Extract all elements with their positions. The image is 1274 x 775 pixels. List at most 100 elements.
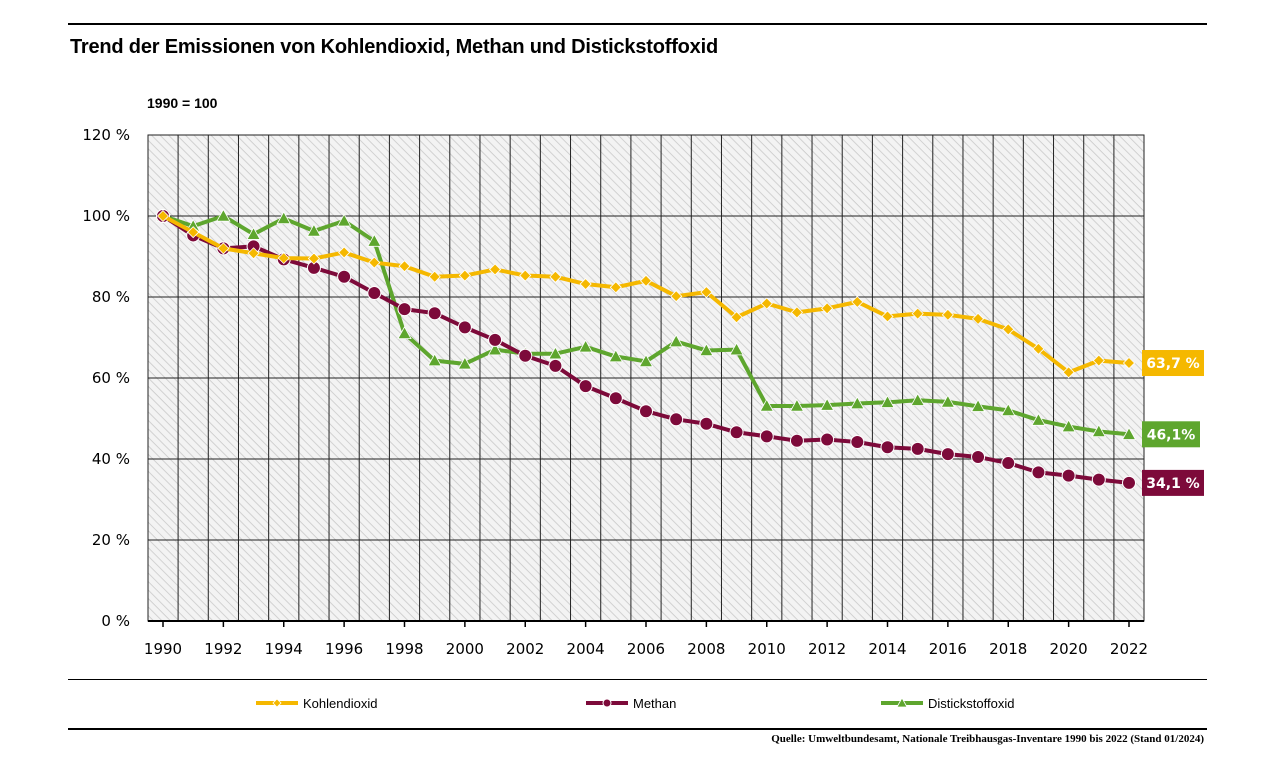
data-point: [579, 277, 592, 291]
x-tick-label: 2006: [627, 640, 665, 658]
legend-item-distickstoffoxid: Distickstoffoxid: [880, 694, 1014, 712]
data-point: [427, 353, 442, 367]
data-point: [548, 358, 563, 373]
y-tick-label: 80 %: [92, 288, 130, 306]
data-point: [276, 211, 291, 225]
data-point: [699, 416, 714, 431]
data-point: [821, 302, 834, 315]
x-tick-label: 1996: [325, 640, 363, 658]
legend-label: Distickstoffoxid: [928, 695, 1015, 711]
x-tick-label: 1998: [385, 640, 423, 658]
data-point: [1062, 366, 1075, 379]
data-point: [487, 342, 503, 356]
data-point: [608, 349, 623, 363]
data-point: [428, 270, 441, 283]
y-tick-label: 100 %: [82, 207, 130, 225]
data-point: [247, 247, 260, 260]
x-tick-label: 2010: [748, 640, 786, 658]
y-tick-label: 40 %: [92, 450, 130, 468]
data-point: [1002, 323, 1015, 336]
data-point: [609, 281, 622, 294]
data-point: [1122, 475, 1136, 490]
x-tick-label: 2016: [929, 640, 967, 658]
data-point: [427, 306, 442, 321]
data-point: [880, 440, 895, 455]
y-tick-label: 0 %: [101, 612, 130, 630]
legend-label: Methan: [633, 695, 677, 711]
data-point: [881, 310, 894, 323]
data-point: [1091, 472, 1106, 487]
x-tick-label: 2018: [989, 640, 1027, 658]
data-point: [457, 320, 472, 335]
y-tick-label: 120 %: [82, 126, 130, 144]
data-point: [336, 213, 352, 227]
end-label-text: 34,1 %: [1146, 476, 1199, 492]
end-label-box: [1142, 421, 1200, 448]
data-point: [306, 223, 322, 237]
data-point: [1001, 403, 1016, 417]
end-label-box: [1142, 350, 1204, 377]
data-point: [638, 354, 654, 367]
y-tick-label: 60 %: [92, 369, 130, 387]
axes: 0 % 20 % 40 % 60 % 80 % 100 % 120 % 1990 1992 199…: [82, 126, 1148, 658]
legend-marker: [896, 697, 908, 708]
x-tick-label: 1990: [144, 640, 182, 658]
data-point: [971, 312, 985, 325]
data-point: [1032, 342, 1045, 355]
series-kohlendioxid: [156, 209, 1136, 379]
data-point: [1121, 426, 1137, 440]
data-point: [1031, 412, 1046, 426]
legend-label: Kohlendioxid: [303, 695, 378, 711]
data-point: [819, 397, 835, 411]
data-point: [156, 209, 170, 223]
data-point: [338, 246, 351, 259]
end-label-text: 46,1%: [1147, 427, 1196, 443]
legend-marker: [272, 698, 282, 708]
data-point: [940, 447, 955, 462]
legend-item-methan: Methan: [585, 694, 676, 712]
data-point: [367, 285, 382, 300]
data-point: [1092, 354, 1105, 367]
data-point: [970, 399, 986, 412]
data-point: [730, 311, 743, 324]
bottom-rule: [68, 728, 1207, 730]
legend-swatch: [256, 698, 298, 708]
data-point: [458, 269, 471, 282]
data-point: [519, 269, 532, 282]
chart-title: Trend der Emissionen von Kohlendioxid, M…: [70, 36, 718, 58]
data-point: [669, 334, 684, 348]
data-point: [789, 433, 804, 448]
data-point: [910, 392, 925, 406]
data-point: [367, 233, 382, 247]
data-point: [760, 297, 773, 310]
data-point: [971, 449, 986, 464]
x-tick-label: 2002: [506, 640, 544, 658]
data-point: [669, 412, 684, 427]
x-tick-label: 2000: [446, 640, 484, 658]
data-point: [850, 434, 865, 449]
data-point: [941, 308, 954, 321]
series-layer: [155, 208, 1137, 490]
data-point: [488, 263, 502, 276]
data-point: [639, 274, 653, 287]
data-point: [670, 290, 683, 303]
y-tick-label: 20 %: [92, 531, 130, 549]
data-point: [699, 343, 714, 357]
x-tick-label: 2008: [687, 640, 725, 658]
legend-swatch: [586, 698, 628, 708]
data-point: [608, 391, 623, 406]
legend-marker: [602, 698, 612, 708]
data-point: [397, 302, 412, 317]
data-point: [759, 429, 774, 444]
data-point: [910, 441, 925, 456]
data-point: [397, 326, 412, 340]
data-point: [216, 208, 231, 222]
data-point: [1061, 468, 1076, 483]
data-point: [1031, 465, 1046, 480]
chart-subtitle: 1990 = 100: [147, 95, 218, 111]
x-tick-label: 2020: [1050, 640, 1088, 658]
x-tick-label: 2004: [567, 640, 605, 658]
data-point: [759, 398, 774, 412]
data-point: [578, 379, 593, 394]
data-point: [398, 260, 411, 273]
